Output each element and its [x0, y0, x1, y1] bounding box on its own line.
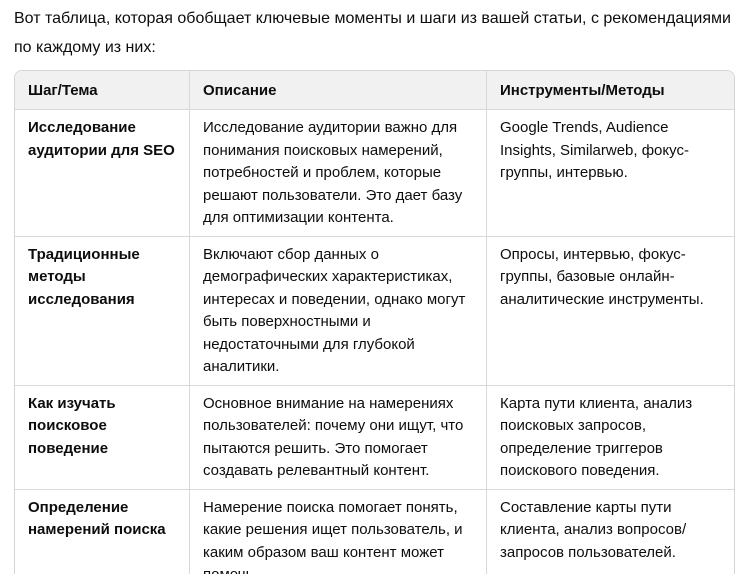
table-row: Как изучать поисковое поведение Основное… [15, 385, 734, 490]
intro-text: Вот таблица, которая обобщает ключевые м… [14, 10, 731, 56]
cell-description: Намерение поиска помогает понять, какие … [190, 489, 487, 574]
cell-step: Исследование аудитории для SEO [15, 110, 190, 237]
table-row: Определение намерений поиска Намерение п… [15, 489, 734, 574]
cell-tools: Карта пути клиента, анализ поисковых зап… [487, 386, 734, 490]
cell-tools: Составление карты пути клиента, анализ в… [500, 498, 687, 561]
cell-tools: Google Trends, Audience Insights, Simila… [487, 110, 734, 237]
header-description: Описание [190, 71, 487, 110]
cell-description: Включают сбор данных о демографических х… [190, 236, 487, 386]
cell-step: Как изучать поисковое поведение [15, 385, 190, 490]
summary-table: Шаг/Тема Описание Инструменты/Методы Исс… [15, 71, 734, 574]
table-header-row: Шаг/Тема Описание Инструменты/Методы [15, 71, 734, 110]
summary-table-container: Шаг/Тема Описание Инструменты/Методы Исс… [14, 70, 735, 574]
cell-description: Исследование аудитории важно для пониман… [190, 110, 487, 237]
table-row: Исследование аудитории для SEO Исследова… [15, 110, 734, 237]
cell-description: Основное внимание на намерениях пользова… [190, 385, 487, 490]
cell-tools: Опросы, интервью, фокус-группы, базовые … [487, 237, 734, 386]
cell-step: Определение намерений поиска [15, 489, 190, 574]
table-row: Традиционные методы исследования Включаю… [15, 236, 734, 386]
header-step: Шаг/Тема [15, 71, 190, 110]
header-tools: Инструменты/Методы [487, 71, 734, 110]
cell-step: Традиционные методы исследования [15, 236, 190, 386]
